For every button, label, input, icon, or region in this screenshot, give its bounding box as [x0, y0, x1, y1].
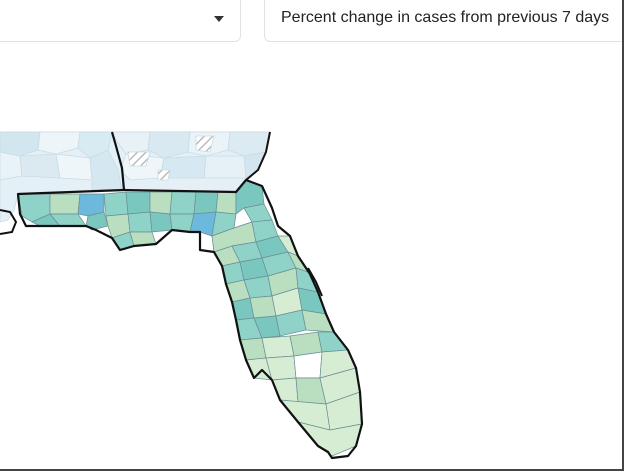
neighbor-county[interactable] [0, 131, 41, 157]
neighbor-county-no-data[interactable] [127, 151, 151, 167]
neighbor-county-no-data[interactable] [157, 169, 171, 181]
state-line-al-ga [110, 131, 126, 191]
neighbor-county[interactable] [37, 131, 81, 155]
neighbor-county[interactable] [0, 151, 23, 181]
county[interactable] [125, 191, 151, 215]
metric-dropdown-value: Percent change in cases from previous 7 … [281, 9, 610, 26]
region-dropdown[interactable] [0, 0, 241, 42]
county[interactable] [215, 191, 237, 215]
neighbor-county[interactable] [243, 151, 267, 179]
county[interactable] [127, 211, 153, 233]
county[interactable] [85, 211, 109, 231]
florida-counties [17, 179, 363, 457]
county[interactable] [103, 191, 129, 217]
coastline-barrier [307, 267, 323, 297]
county[interactable] [261, 335, 295, 359]
county[interactable] [317, 331, 349, 353]
state-line-ga-coast [245, 131, 271, 181]
county[interactable] [149, 191, 173, 215]
neighbor-county-no-data[interactable] [195, 135, 215, 153]
coastline-west [0, 209, 18, 235]
neighbor-county[interactable] [147, 131, 191, 159]
county[interactable] [149, 211, 173, 233]
county[interactable] [249, 295, 277, 319]
chevron-down-icon [214, 16, 224, 22]
county[interactable] [193, 191, 219, 215]
neighbor-county[interactable] [203, 155, 247, 179]
county[interactable] [49, 193, 81, 215]
county[interactable] [293, 351, 323, 379]
florida-state-outline [16, 178, 364, 460]
neighbor-states [0, 131, 271, 223]
county[interactable] [169, 191, 197, 215]
metric-dropdown[interactable]: Percent change in cases from previous 7 … [264, 0, 622, 42]
neighbor-county[interactable] [55, 153, 93, 181]
neighbor-county[interactable] [19, 153, 61, 179]
